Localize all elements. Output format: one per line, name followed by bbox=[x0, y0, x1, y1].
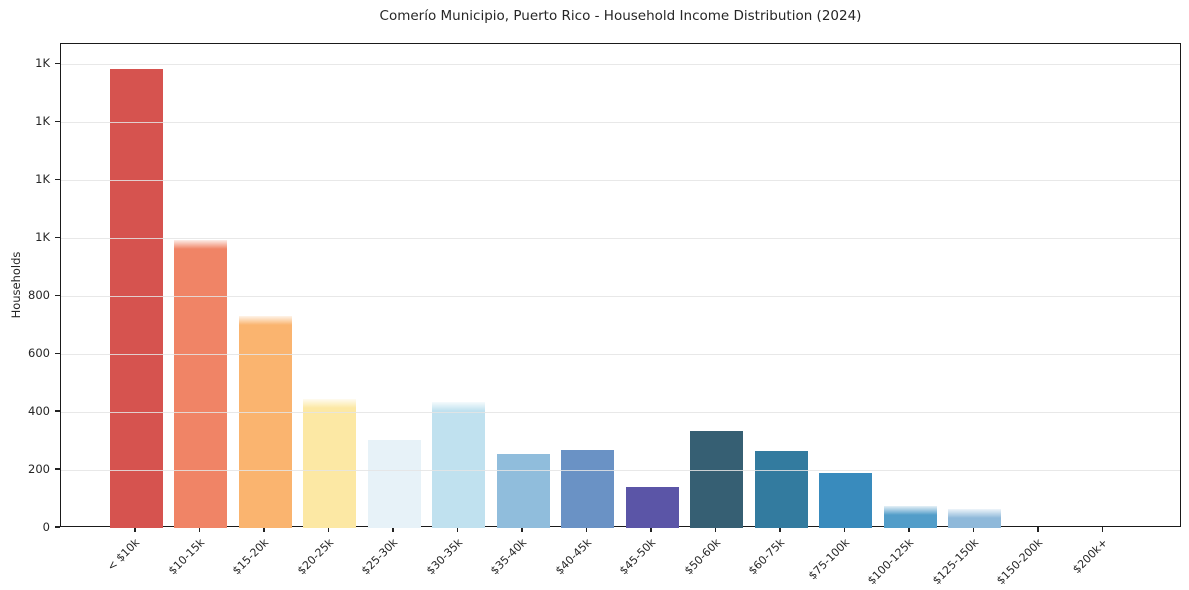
bars-layer bbox=[61, 44, 1180, 528]
bar-20-25k bbox=[303, 399, 356, 528]
y-axis: 0 200 400 600 800 1K 1K 1K 1K bbox=[0, 43, 60, 534]
bar-40-45k bbox=[561, 449, 614, 528]
chart-title: Comerío Municipio, Puerto Rico - Househo… bbox=[379, 8, 862, 24]
bar-top-fade bbox=[174, 239, 227, 249]
x-tick-mark bbox=[1037, 527, 1039, 532]
bar-75-100k bbox=[819, 472, 872, 528]
x-tick-mark bbox=[714, 527, 717, 532]
y-tick-mark bbox=[55, 352, 60, 354]
bar-45-50k bbox=[625, 487, 679, 528]
y-tick-label: 400 bbox=[28, 404, 50, 419]
x-tick-mark bbox=[198, 527, 201, 532]
x-axis: < $10k $10-15k $15-20k $20-25k $25-30k $30-35… bbox=[60, 527, 1189, 590]
y-tick-mark bbox=[55, 294, 60, 296]
y-tick-label: 1K bbox=[35, 114, 50, 129]
y-tick-label: 0 bbox=[42, 520, 50, 534]
y-tick-label: 1K bbox=[35, 230, 50, 245]
bar-10k bbox=[109, 68, 163, 528]
y-tick-mark bbox=[55, 236, 60, 238]
bar-30-35k bbox=[432, 401, 485, 528]
x-tick-mark bbox=[521, 527, 523, 532]
x-tick-mark bbox=[134, 527, 136, 532]
x-tick-mark bbox=[1101, 527, 1104, 532]
x-tick-mark bbox=[908, 527, 910, 532]
bar-25-30k bbox=[367, 439, 421, 528]
bar-top-fade bbox=[238, 316, 292, 326]
y-tick-label: 1K bbox=[35, 56, 50, 71]
x-tick-mark bbox=[650, 527, 652, 532]
bar-top-fade bbox=[303, 399, 356, 409]
y-tick-mark bbox=[55, 62, 60, 64]
plot-area bbox=[60, 43, 1181, 528]
y-tick-mark bbox=[55, 468, 60, 470]
y-tick-label: 200 bbox=[28, 462, 50, 477]
y-tick-label: 800 bbox=[28, 288, 50, 303]
bar-35-40k bbox=[496, 454, 550, 528]
x-tick-mark bbox=[263, 527, 265, 532]
y-tick-mark bbox=[55, 410, 60, 412]
x-tick-mark bbox=[327, 527, 330, 532]
y-tick-mark bbox=[55, 120, 60, 122]
bar-125-150k bbox=[948, 509, 1001, 528]
bar-15-20k bbox=[238, 316, 292, 528]
bar-60-75k bbox=[754, 451, 808, 528]
y-tick-label: 1K bbox=[35, 172, 50, 187]
x-tick-mark bbox=[843, 527, 846, 532]
y-tick-mark bbox=[55, 526, 60, 528]
x-tick-mark bbox=[779, 527, 781, 532]
y-tick-label: 600 bbox=[28, 346, 50, 361]
y-tick-mark bbox=[55, 178, 60, 180]
x-tick-mark bbox=[456, 527, 459, 532]
bar-100-125k bbox=[883, 506, 937, 528]
bar-50-60k bbox=[690, 430, 743, 528]
bar-top-fade bbox=[883, 506, 937, 516]
x-tick-mark bbox=[972, 527, 975, 532]
x-tick-label: < $10k bbox=[104, 536, 143, 574]
x-tick-mark bbox=[585, 527, 588, 532]
bar-top-fade bbox=[432, 401, 485, 411]
bar-10-15k bbox=[174, 239, 227, 528]
x-tick-mark bbox=[392, 527, 394, 532]
bar-top-fade bbox=[948, 509, 1001, 519]
